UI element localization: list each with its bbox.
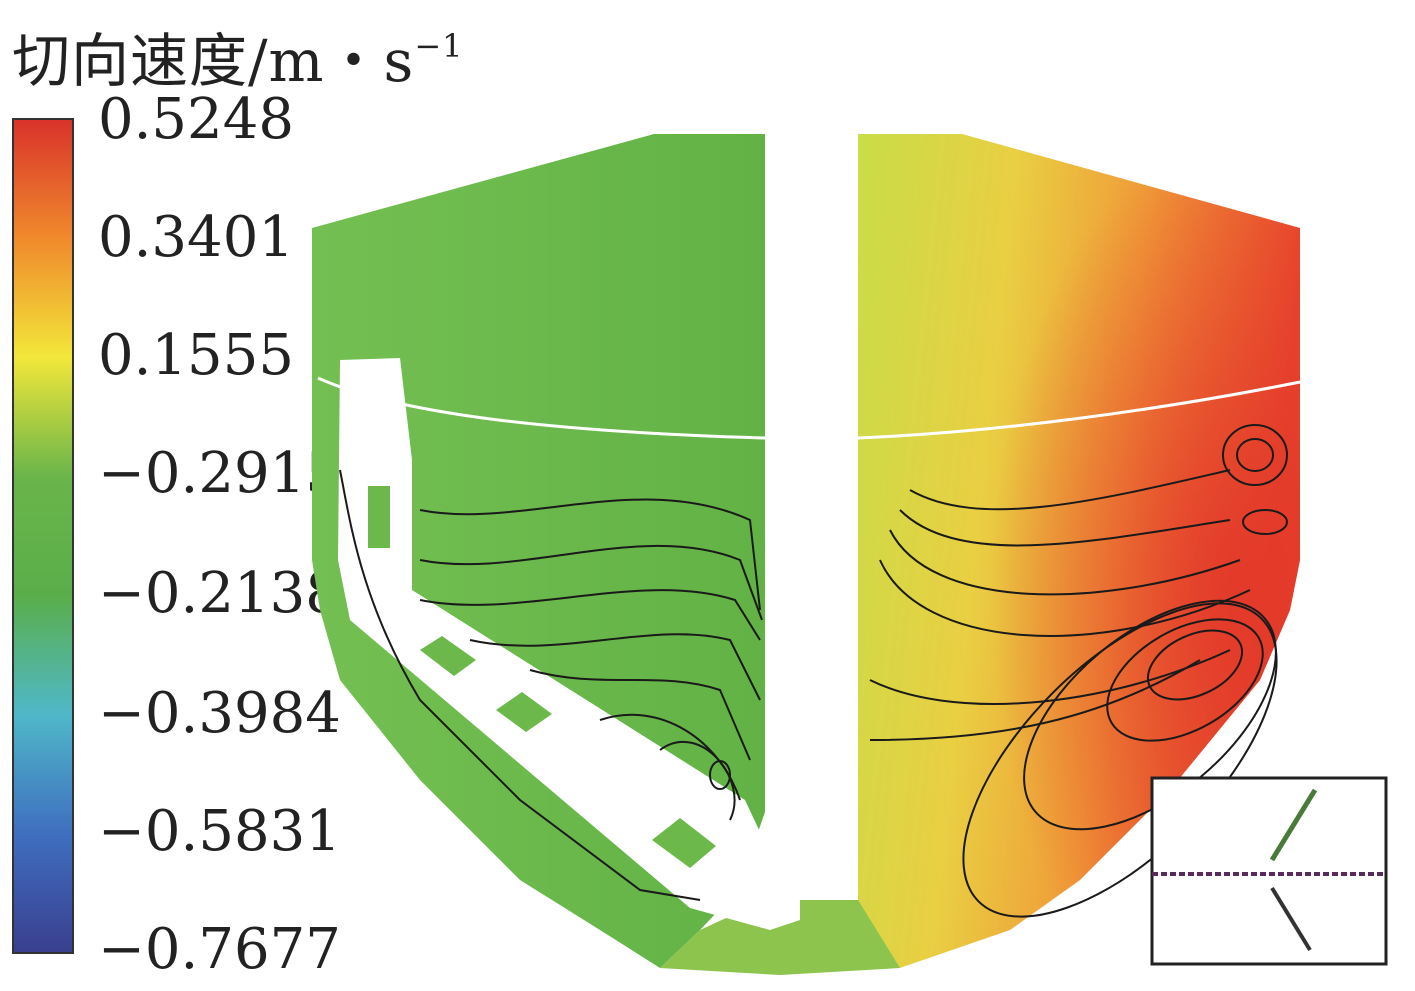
inset-upper-branch xyxy=(1269,788,1318,862)
colorbar-tick-6: −0.3984 xyxy=(98,681,341,746)
legend-title-text: 切向速度/m・s xyxy=(12,27,415,95)
inset-frame xyxy=(1150,776,1388,966)
right-hot-zone xyxy=(858,134,1300,968)
free-surface-left xyxy=(317,376,766,440)
baffle-slot-1 xyxy=(368,486,390,548)
baffle xyxy=(338,358,800,930)
colorbar-tick-7: −0.5831 xyxy=(98,799,341,864)
colorbar-tick-3: 0.1555 xyxy=(98,323,294,388)
inset-lower-branch xyxy=(1270,886,1312,952)
legend-title-exponent: −1 xyxy=(414,27,464,65)
free-surface-right xyxy=(857,380,1301,440)
colorbar-tick-5: −0.2138 xyxy=(98,561,341,626)
bottom-region xyxy=(660,900,900,975)
baffle-slot-2 xyxy=(420,636,476,676)
legend-title: 切向速度/m・s−1 xyxy=(12,14,463,98)
baffle-slot-4 xyxy=(652,818,716,868)
colorbar-tick-1: 0.5248 xyxy=(98,87,294,152)
right-streamlines xyxy=(869,424,1288,918)
left-streamlines xyxy=(339,469,763,901)
colorbar xyxy=(12,118,74,954)
colorbar-tick-2: 0.3401 xyxy=(98,205,294,270)
colorbar-tick-8: −0.7677 xyxy=(98,917,341,982)
baffle-slot-3 xyxy=(496,692,552,732)
colorbar-tick-4: −0.2915 xyxy=(98,441,341,506)
